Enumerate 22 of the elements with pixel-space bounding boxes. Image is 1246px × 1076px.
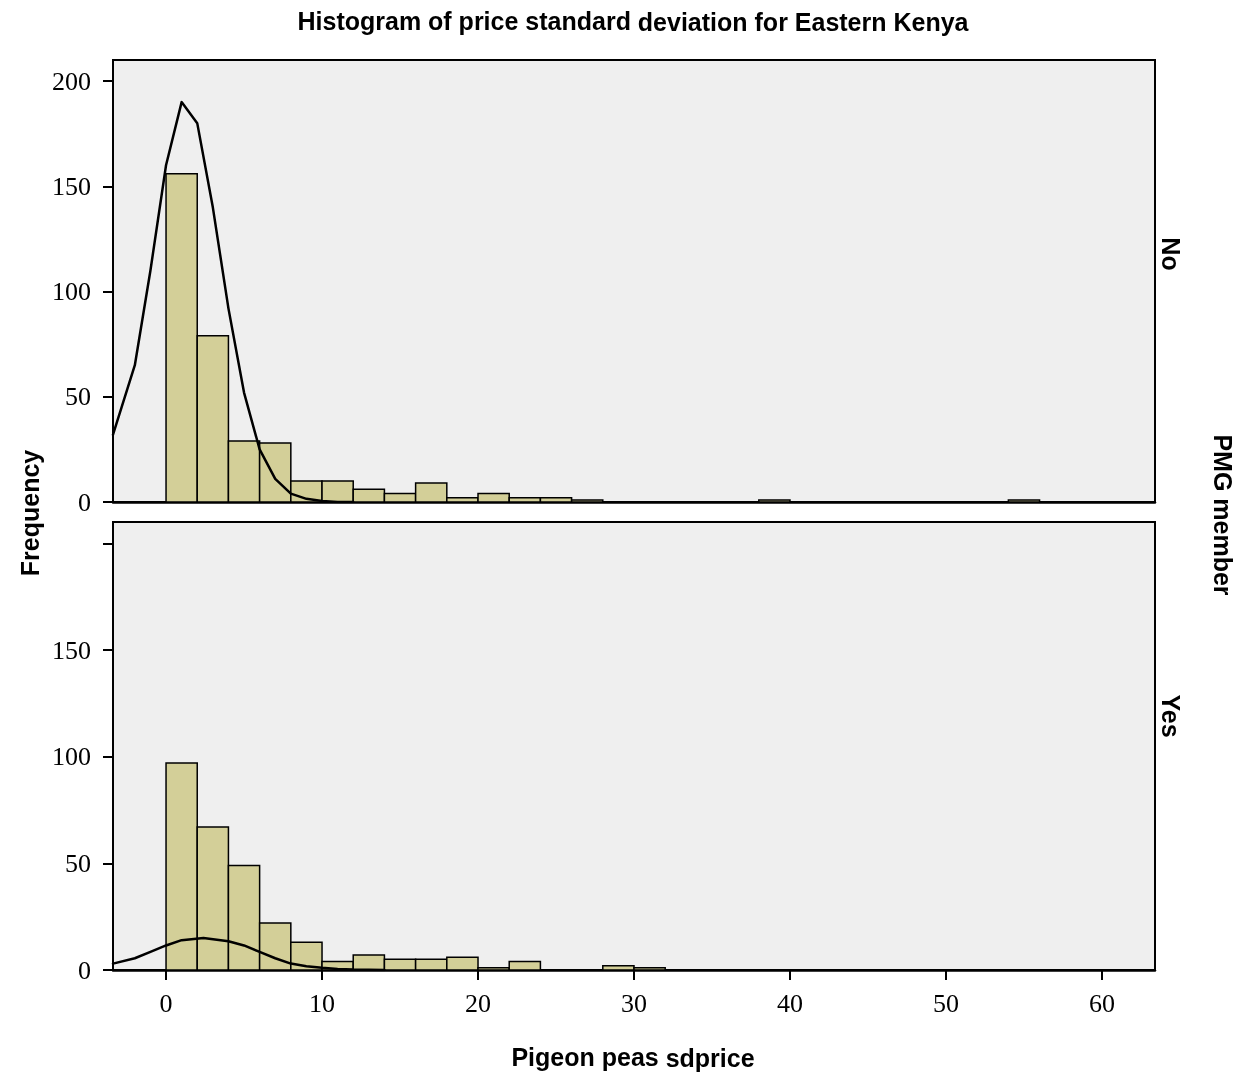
chart-title: Histogram of price standard deviation for Eastern Kenya — [297, 7, 969, 37]
y-tick-label: 150 — [52, 635, 91, 665]
x-tick-label: 30 — [621, 988, 647, 1018]
y-tick-label: 0 — [78, 487, 91, 517]
y-tick-label: 100 — [52, 277, 91, 307]
y-tick-label: 50 — [65, 382, 91, 412]
x-tick-label: 10 — [309, 988, 336, 1018]
y-tick-label: 100 — [52, 742, 91, 772]
x-axis-title: Pigeon peas sdprice — [511, 1043, 755, 1073]
x-tick-label: 50 — [932, 988, 959, 1018]
x-tick-label: 60 — [1088, 988, 1115, 1018]
x-tick-label: 0 — [159, 988, 173, 1018]
text: PMG member — [1207, 434, 1237, 596]
text: No — [1155, 237, 1185, 271]
y-tick-label: 150 — [52, 171, 91, 201]
y-tick-label: 200 — [52, 66, 91, 96]
y-axis-title: Frequency — [15, 449, 45, 577]
x-tick-label: 40 — [776, 988, 803, 1018]
y-tick-label: 0 — [78, 955, 91, 985]
text: Yes — [1155, 694, 1185, 738]
x-tick-label: 20 — [465, 988, 492, 1018]
y-tick-label: 50 — [65, 848, 91, 878]
